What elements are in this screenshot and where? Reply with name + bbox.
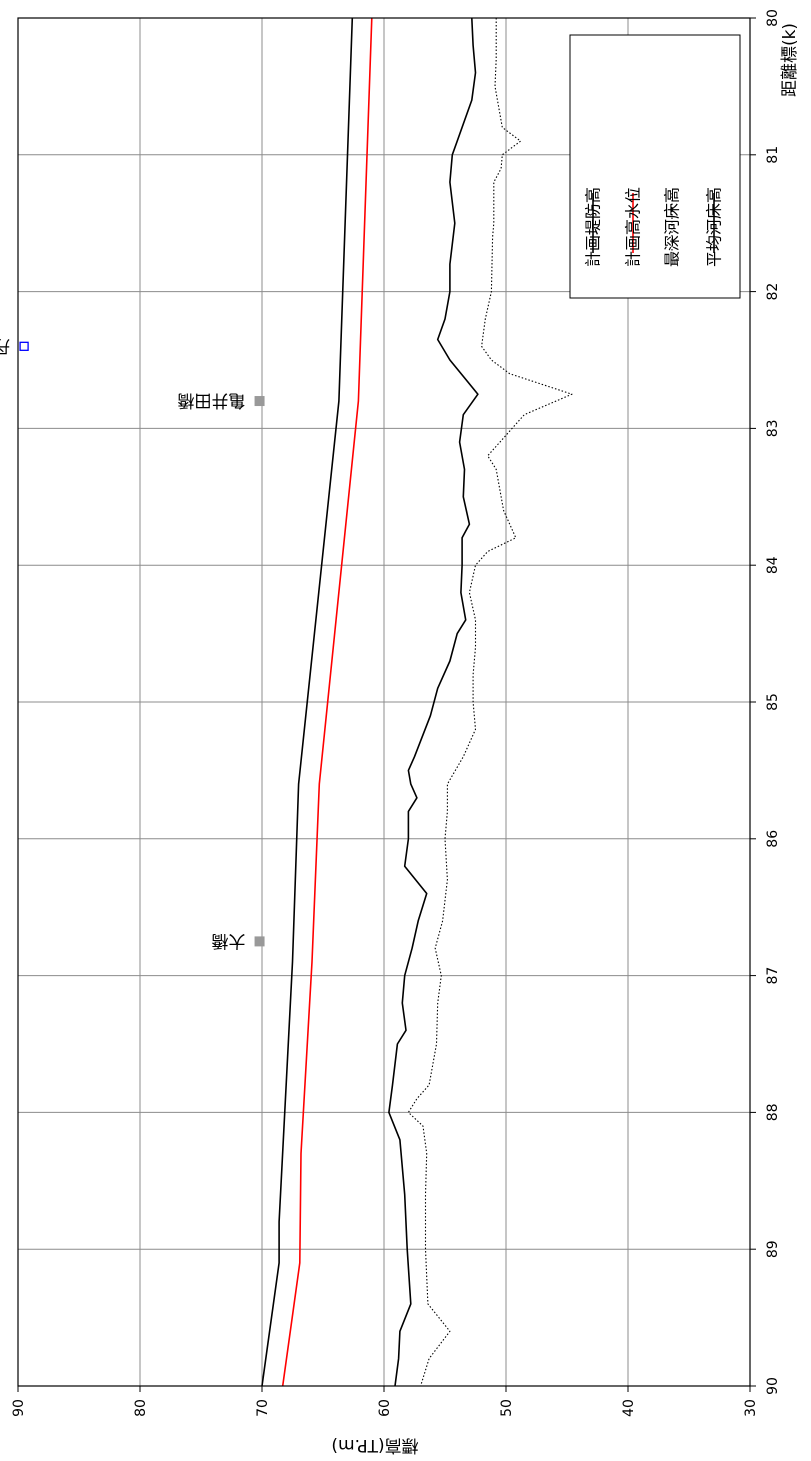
annotation-layer: 丹生川亀井田橋大橋 <box>0 335 265 950</box>
legend-label-2: 計画高水位 <box>624 187 643 267</box>
x-tick-label-81: 81 <box>765 146 781 164</box>
x-tick-label-90: 90 <box>765 1377 781 1395</box>
series-line-1 <box>261 17 354 1387</box>
x-tick-label-85: 85 <box>765 693 781 711</box>
y-tick-label-60: 60 <box>377 1399 393 1417</box>
annotation-label-3: 大橋 <box>212 930 246 950</box>
tick-labels: 80 81 82 83 84 85 86 87 88 89 90 30 40 50 60 70 80 90 <box>11 9 781 1417</box>
x-tick-label-87: 87 <box>765 967 781 985</box>
legend-label-3: 最深河床高 <box>663 187 682 267</box>
x-axis-title: 距離標(k) <box>780 23 800 97</box>
x-tick-label-80: 80 <box>765 9 781 27</box>
y-tick-label-40: 40 <box>621 1399 637 1417</box>
series-line-2 <box>281 17 373 1387</box>
legend-label-4: 平均河床高 <box>705 187 724 267</box>
y-tick-label-80: 80 <box>133 1399 149 1417</box>
annotation-label-1: 丹生川 <box>0 335 10 355</box>
annotation-marker-1 <box>19 341 29 351</box>
x-tick-label-89: 89 <box>765 1240 781 1258</box>
series-line-3 <box>407 18 573 1387</box>
annotation-marker-2 <box>254 396 265 407</box>
y-tick-label-90: 90 <box>11 1399 27 1417</box>
legend: 計画堤防高 計画高水位 最深河床高 平均河床高 <box>569 34 741 299</box>
legend-box <box>569 34 741 299</box>
annotation-label-2: 亀井田橋 <box>178 390 246 410</box>
legend-label-1: 計画堤防高 <box>584 187 603 267</box>
y-tick-label-30: 30 <box>743 1399 759 1417</box>
series-line-4 <box>388 17 479 1387</box>
x-tick-label-84: 84 <box>765 556 781 574</box>
x-tick-label-82: 82 <box>765 283 781 301</box>
x-tick-label-86: 86 <box>765 830 781 848</box>
x-tick-label-83: 83 <box>765 419 781 437</box>
series-layer <box>261 17 573 1387</box>
y-axis-title: 標高(TP.m) <box>331 1435 418 1455</box>
annotation-marker-3 <box>254 936 265 947</box>
y-tick-label-70: 70 <box>255 1399 271 1417</box>
y-tick-label-50: 50 <box>499 1399 515 1417</box>
x-tick-label-88: 88 <box>765 1103 781 1121</box>
